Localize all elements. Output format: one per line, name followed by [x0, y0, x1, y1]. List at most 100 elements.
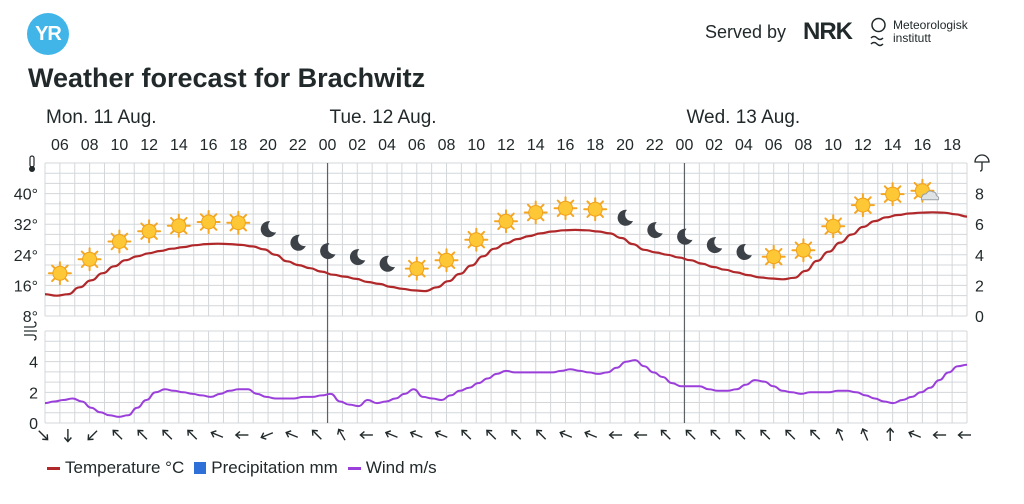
hour-tick-label: 10 — [824, 137, 842, 154]
day-label: Mon. 11 Aug. — [46, 107, 157, 128]
sun-icon — [47, 261, 72, 286]
wind-direction-arrow — [486, 429, 497, 440]
precipitation-tick-label: 8 — [975, 187, 984, 204]
hour-tick-label: 06 — [765, 137, 783, 154]
sun-icon — [434, 248, 459, 273]
met-line-1: Meteorologisk — [893, 18, 968, 32]
precipitation-tick-label: 2 — [975, 278, 984, 295]
wind-direction-arrow — [633, 430, 648, 440]
legend-wind-swatch — [347, 466, 361, 470]
wind-icon — [24, 321, 37, 341]
wind-direction-arrow — [860, 428, 869, 441]
sun-icon — [404, 256, 429, 281]
wind-direction-arrow — [461, 429, 472, 440]
temperature-grid — [44, 162, 968, 317]
moon-icon — [677, 228, 693, 245]
hour-tick-label: 06 — [408, 137, 426, 154]
hour-tick-label: 08 — [795, 137, 813, 154]
yr-logo[interactable]: YR — [27, 13, 69, 55]
sun-icon — [553, 196, 578, 221]
temperature-tick-label: 24° — [14, 248, 38, 265]
hour-tick-label: 06 — [51, 137, 69, 154]
page-title: Weather forecast for Brachwitz — [28, 63, 426, 93]
precipitation-tick-label: 0 — [975, 309, 984, 326]
sun-icon — [880, 182, 905, 207]
temperature-tick-label: 16° — [14, 278, 38, 295]
wind-direction-arrow — [285, 430, 299, 438]
wind-direction-arrow — [608, 430, 623, 440]
wind-direction-arrow — [886, 427, 895, 441]
legend-temperature-label: Temperature °C — [65, 458, 185, 477]
wind-direction-arrow — [932, 430, 947, 440]
wind-direction-arrow — [260, 432, 274, 440]
sun-icon — [196, 210, 221, 234]
hour-tick-label: 04 — [378, 137, 396, 154]
wind-direction-arrow — [536, 429, 547, 440]
sun-icon — [166, 213, 191, 238]
hour-tick-label: 12 — [854, 137, 872, 154]
wind-direction-arrow — [957, 430, 971, 440]
wind-direction-arrow — [38, 430, 49, 441]
sun-icon — [137, 219, 162, 244]
legend-precipitation-swatch — [194, 462, 207, 474]
wind-direction-arrow — [87, 430, 98, 441]
served-by-label: Served by — [705, 22, 787, 42]
hour-tick-label: 16 — [557, 137, 575, 154]
wind-direction-arrow — [511, 429, 522, 440]
wind-grid — [44, 330, 968, 424]
wind-direction-arrow — [187, 429, 198, 440]
wind-direction-arrow — [760, 429, 771, 440]
moon-icon — [349, 249, 366, 266]
hour-tick-label: 14 — [170, 137, 188, 154]
hour-tick-label: 14 — [527, 137, 545, 154]
sun-icon — [523, 200, 548, 225]
sun-icon — [464, 227, 489, 252]
hour-tick-label: 04 — [735, 137, 753, 154]
wind-direction-arrow — [210, 430, 224, 438]
wind-direction-arrow — [735, 429, 746, 440]
legend-precipitation[interactable]: Precipitation mm — [194, 458, 338, 478]
wind-direction-arrow — [434, 430, 448, 438]
temperature-tick-label: 40° — [14, 187, 38, 204]
hour-tick-label: 08 — [81, 137, 99, 154]
sun-icon — [821, 214, 846, 239]
met-line-2: institutt — [893, 31, 932, 45]
hour-tick-label: 18 — [943, 137, 961, 154]
wind-direction-arrow — [63, 429, 72, 443]
moon-icon — [379, 255, 395, 272]
wind-direction-arrow — [337, 428, 346, 441]
chart-legend: Temperature °C Precipitation mm Wind m/s — [47, 458, 447, 478]
wind-direction-arrow — [710, 429, 721, 440]
wind-tick-label: 0 — [29, 416, 38, 433]
wind-direction-arrow — [112, 429, 123, 440]
hour-tick-label: 00 — [676, 137, 694, 154]
moon-icon — [736, 243, 752, 260]
wind-direction-arrow — [359, 430, 373, 440]
wind-direction-arrow — [660, 429, 671, 440]
sun-icon — [494, 209, 518, 234]
temperature-tick-label: 32° — [14, 217, 38, 234]
wind-direction-arrow — [908, 430, 922, 438]
moon-icon — [617, 209, 633, 226]
wind-tick-label: 4 — [29, 355, 38, 372]
met-institute-icon — [870, 17, 886, 47]
sun-icon — [761, 244, 786, 269]
met-institute-logo[interactable]: Meteorologisk institutt — [893, 19, 968, 45]
temperature-line — [44, 211, 968, 297]
hour-tick-label: 16 — [913, 137, 931, 154]
moon-icon — [706, 237, 723, 254]
sun-icon — [850, 193, 875, 218]
nrk-logo[interactable]: NRK — [803, 18, 853, 45]
hour-tick-label: 12 — [497, 137, 515, 154]
hour-tick-label: 08 — [438, 137, 456, 154]
wind-tick-label: 2 — [29, 385, 38, 402]
legend-wind[interactable]: Wind m/s — [347, 458, 437, 478]
precipitation-tick-label: 4 — [975, 248, 984, 265]
hour-tick-label: 18 — [586, 137, 604, 154]
legend-temperature[interactable]: Temperature °C — [47, 458, 184, 478]
precipitation-tick-label: 6 — [975, 217, 984, 234]
thermometer-icon — [29, 155, 35, 172]
hour-tick-label: 12 — [140, 137, 158, 154]
legend-wind-label: Wind m/s — [365, 458, 437, 477]
